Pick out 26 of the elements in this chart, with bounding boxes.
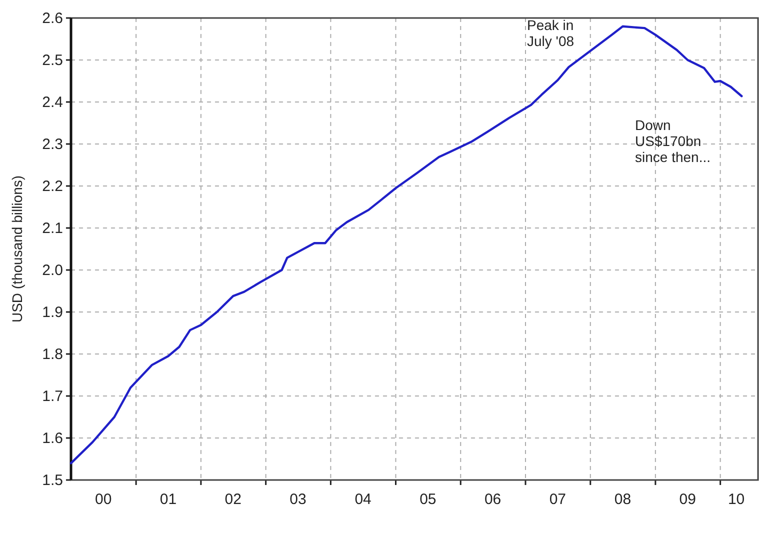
y-tick-label: 2.6 — [42, 10, 63, 27]
annotation: Down US$170bn since then... — [635, 117, 710, 165]
y-tick-label: 2.2 — [42, 178, 63, 195]
x-tick-label: 01 — [160, 491, 177, 508]
y-tick-label: 1.9 — [42, 304, 63, 321]
y-tick-label: 2.4 — [42, 94, 63, 111]
annotation: Peak in July '08 — [527, 17, 574, 49]
y-tick-label: 2.0 — [42, 262, 63, 279]
x-tick-label: 04 — [354, 491, 372, 508]
y-tick-label: 2.5 — [42, 52, 63, 69]
y-axis-title: USD (thousand billions) — [9, 175, 25, 323]
x-tick-label: 05 — [420, 491, 436, 508]
x-tick-label: 00 — [95, 491, 112, 508]
x-tick-label: 06 — [484, 491, 502, 508]
x-tick-label: 07 — [549, 491, 566, 508]
x-tick-label: 02 — [224, 491, 242, 508]
y-tick-label: 1.8 — [42, 346, 63, 363]
y-tick-label: 1.5 — [42, 472, 63, 489]
x-tick-label: 08 — [614, 491, 632, 508]
y-tick-label: 1.7 — [42, 388, 63, 405]
y-tick-label: 2.1 — [42, 220, 63, 237]
x-tick-label: 09 — [679, 491, 696, 508]
x-tick-label: 03 — [290, 491, 306, 508]
y-tick-label: 2.3 — [42, 136, 63, 153]
x-tick-label: 10 — [728, 491, 745, 508]
y-tick-label: 1.6 — [42, 430, 63, 447]
